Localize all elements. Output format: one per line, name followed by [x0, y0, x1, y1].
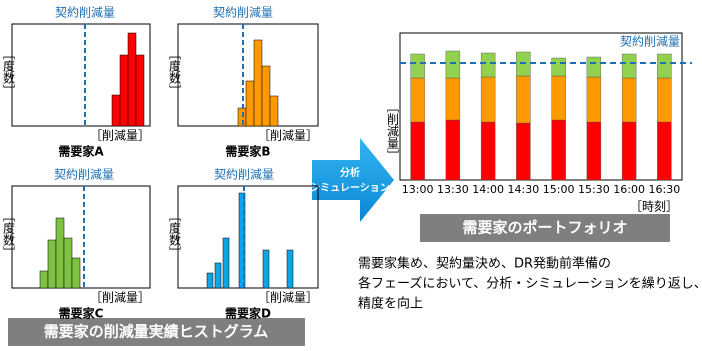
- histogram-bar: [127, 32, 137, 127]
- customer-name: 需要家A: [58, 144, 104, 159]
- histogram-bar: [245, 80, 255, 127]
- x-tick-label: 15:30: [578, 183, 610, 196]
- histogram-frame: [177, 185, 319, 289]
- note-line: 精度を向上: [358, 296, 423, 312]
- histogram-bar: [47, 239, 57, 289]
- histogram-frame: [11, 185, 151, 289]
- histogram-bar: [214, 262, 222, 289]
- histogram-bar: [63, 237, 73, 289]
- y-axis-label: ［度数］: [2, 48, 16, 96]
- portfolio-bar-segment: [657, 53, 672, 79]
- customer-name: 需要家D: [225, 306, 271, 321]
- x-tick-label: 16:00: [613, 183, 645, 196]
- contract-label: 契約削減量: [213, 5, 273, 20]
- portfolio-bar-segment: [551, 57, 566, 77]
- customer-name: 需要家B: [225, 144, 270, 159]
- histogram-bar: [253, 39, 263, 127]
- portfolio-bar-segment: [516, 122, 531, 181]
- x-axis-label: ［削減量］: [258, 128, 318, 143]
- portfolio-bar-segment: [410, 121, 425, 181]
- portfolio-bar-segment: [621, 77, 637, 123]
- caption-box: [8, 318, 305, 346]
- y-axis-label: ［度数］: [168, 210, 182, 258]
- portfolio-bar-segment: [410, 53, 425, 79]
- portfolio-bar-segment: [410, 77, 425, 123]
- x-axis-label: ［削減量］: [90, 290, 150, 305]
- histogram-bar: [135, 54, 145, 127]
- portfolio-frame: [399, 32, 683, 181]
- note-line: 需要家集め、契約量決め、DR発動前準備の: [358, 256, 611, 272]
- portfolio-title-box: [420, 214, 670, 242]
- x-tick-label: 16:30: [649, 183, 681, 196]
- portfolio-bar-segment: [586, 121, 602, 181]
- y-axis-label: ［度数］: [2, 210, 16, 258]
- histogram-bar: [262, 249, 270, 289]
- y-axis-label: ［削減量］: [386, 101, 400, 161]
- portfolio-bar-segment: [586, 76, 602, 123]
- portfolio-bar-segment: [657, 77, 672, 123]
- histogram-bar: [119, 54, 129, 127]
- histogram-bar: [55, 217, 65, 289]
- x-axis-label: ［削減量］: [90, 128, 150, 143]
- arrow-label: シミュレーション: [310, 182, 390, 194]
- portfolio-bar-segment: [480, 121, 496, 181]
- x-tick-label: 14:00: [472, 183, 504, 196]
- histogram-bar: [206, 272, 214, 289]
- histogram-bar: [261, 65, 271, 127]
- histogram-frame: [11, 23, 151, 127]
- portfolio-bar-segment: [445, 50, 461, 79]
- x-axis-label: ［削減量］: [258, 290, 318, 305]
- portfolio-title: 需要家のポートフォリオ: [462, 219, 627, 237]
- portfolio-bar-segment: [480, 76, 496, 123]
- note-line: 各フェーズにおいて、分析・シミュレーションを繰り返し、: [358, 276, 702, 292]
- portfolio-bar-segment: [445, 119, 461, 181]
- x-tick-label: 15:00: [543, 183, 575, 196]
- portfolio-bar-segment: [480, 52, 496, 78]
- contract-label: 契約削減量: [214, 167, 274, 182]
- contract-label: 契約削減量: [620, 34, 680, 49]
- arrow-label: 分析: [340, 166, 360, 179]
- x-axis-label: ［時刻］: [630, 200, 678, 214]
- customer-name: 需要家C: [59, 306, 104, 321]
- histogram-bar: [111, 94, 121, 127]
- x-tick-label: 13:30: [437, 183, 469, 196]
- portfolio-bar-segment: [551, 119, 566, 181]
- arrow: [312, 138, 394, 222]
- x-tick-label: 14:30: [508, 183, 540, 196]
- portfolio-bar-segment: [445, 77, 461, 121]
- histogram-bar: [222, 237, 230, 289]
- histogram-bar: [238, 192, 246, 289]
- x-tick-label: 13:00: [402, 183, 434, 196]
- portfolio-bar-segment: [586, 56, 602, 78]
- y-axis-label: ［度数］: [168, 48, 182, 96]
- contract-label: 契約削減量: [54, 167, 114, 182]
- portfolio-bar-segment: [551, 75, 566, 121]
- portfolio-bar-segment: [516, 75, 531, 124]
- histogram-caption: 需要家の削減量実績ヒストグラム: [44, 323, 269, 341]
- histogram-bar: [286, 249, 294, 289]
- histogram-bar: [39, 270, 49, 289]
- portfolio-bar-segment: [621, 53, 637, 79]
- histogram-bar: [269, 95, 279, 127]
- portfolio-bar-segment: [657, 121, 672, 181]
- contract-label: 契約削減量: [55, 5, 115, 20]
- portfolio-bar-segment: [621, 121, 637, 181]
- histogram-bar: [71, 257, 81, 289]
